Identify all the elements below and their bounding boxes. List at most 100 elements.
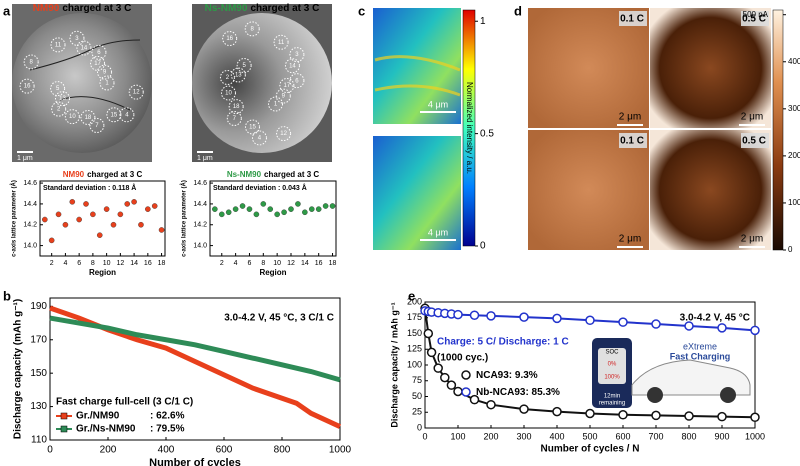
marker [281,209,287,216]
marker [145,206,151,212]
panel-label: a [3,3,11,18]
x-tick-label: 400 [549,431,564,441]
image-title: NM90 charged at 3 C [33,3,132,14]
x-tick-label: 600 [615,431,630,441]
marker [717,411,727,422]
rate-label: 0.5 C [742,136,766,147]
region-label: 2 [226,75,230,81]
y-tick-label: 14.0 [193,242,207,249]
panel-label: b [3,288,11,303]
region-circle [251,130,267,146]
region-circle [76,40,92,56]
legend-marker [60,425,68,433]
y-tick-label: 150 [407,328,422,338]
marker [717,323,727,333]
colorbar-tick-label: 0 [480,241,486,252]
scale-label: 1 μm [17,155,33,162]
inset-title: eXtreme [683,341,717,351]
x-tick-label: 6 [248,260,252,267]
scale-label: 2 μm [619,112,641,123]
title-name: NM90 [33,3,60,14]
plot-frame [49,297,341,441]
marker [225,209,232,216]
region-circle [23,54,39,70]
y-tick-label: 190 [30,301,47,312]
colorbar [772,9,784,251]
intensity-map [373,136,461,250]
region-label: 3 [295,52,299,58]
inset-title: Fast Charging [670,351,731,361]
region-label: 1 [105,81,109,87]
annotation: 3.0-4.2 V, 45 °C [680,313,750,324]
title-name: Ns-NM90 [227,170,262,179]
marker [212,206,218,212]
marker [295,201,301,207]
marker [423,328,434,339]
marker [322,203,329,209]
region-label: 16 [226,36,233,42]
marker [253,211,260,218]
x-tick-label: 2 [220,260,224,267]
region-label: 7 [233,116,237,122]
x-tick-label: 4 [234,260,238,267]
region-label: 5 [56,86,60,92]
x-tick-label: 500 [582,431,597,441]
region-label: 17 [284,83,291,89]
x-tick-label: 700 [648,431,663,441]
legend-marker [461,370,471,380]
marker [750,325,760,336]
image-title: Ns-NM90 charged at 3 C [205,3,320,14]
x-tick-label: 18 [158,260,166,267]
x-tick-label: 900 [714,431,729,441]
colorbar-tick-label: 200 [788,151,800,160]
region-label: 9 [103,70,107,76]
colorbar-tick-label: 400 [788,57,800,66]
region-circle [128,84,144,100]
marker [151,203,158,209]
x-tick-label: 100 [450,431,465,441]
marker [684,411,694,421]
colorbar-tick-label: 0.5 [480,128,494,139]
x-tick-label: 0 [47,445,53,456]
marker [218,211,225,218]
region-circle [226,110,242,126]
rate-badge [741,133,769,148]
marker [96,232,103,238]
marker [440,372,450,383]
region-circle [284,58,300,74]
region-label: 13 [59,96,66,102]
x-axis-label: Number of cycles [149,457,241,466]
marker [446,380,457,390]
rate-badge [741,11,769,26]
region-label: 10 [225,91,232,97]
marker [131,199,137,205]
marker [519,312,529,322]
y-tick-label: 25 [412,407,422,417]
x-tick-label: 10 [103,260,111,267]
colorbar-tick-label: 300 [788,104,800,113]
y-tick-label: 175 [407,312,422,322]
region-label: 6 [97,50,101,56]
y-tick-label: 14.4 [193,201,207,208]
chart-title: Ns-NM90 charged at 3 C [227,170,320,179]
region-circle [97,64,113,80]
marker [110,221,117,228]
marker [90,211,96,218]
region-label: 11 [278,40,285,46]
x-tick-label: 1000 [745,431,765,441]
crack [29,39,141,111]
marker [260,201,267,207]
legend-label: Gr./NM90 [76,411,120,422]
marker [519,404,529,414]
car-wheel [647,387,663,403]
colorbar-tick-label: 500 nA [743,10,769,19]
marker [618,317,628,327]
region-circle [244,119,260,135]
x-tick-label: 12 [287,260,295,267]
x-tick-label: 800 [274,445,291,456]
y-tick-label: 200 [407,296,422,306]
region-label: 10 [69,114,76,120]
x-tick-label: 14 [301,260,309,267]
rate-label: 0.1 C [620,136,644,147]
scale-label: 2 μm [741,112,763,123]
